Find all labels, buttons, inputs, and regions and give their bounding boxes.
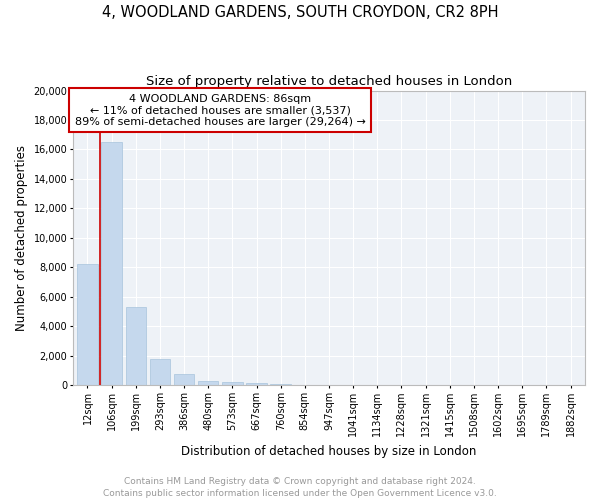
Bar	[77, 264, 98, 385]
Text: Contains HM Land Registry data © Crown copyright and database right 2024.
Contai: Contains HM Land Registry data © Crown c…	[103, 476, 497, 498]
Bar	[125, 307, 146, 385]
Text: 4, WOODLAND GARDENS, SOUTH CROYDON, CR2 8PH: 4, WOODLAND GARDENS, SOUTH CROYDON, CR2 …	[102, 5, 498, 20]
Bar	[222, 382, 242, 385]
X-axis label: Distribution of detached houses by size in London: Distribution of detached houses by size …	[181, 444, 476, 458]
Bar	[101, 142, 122, 385]
Text: 4 WOODLAND GARDENS: 86sqm
← 11% of detached houses are smaller (3,537)
89% of se: 4 WOODLAND GARDENS: 86sqm ← 11% of detac…	[75, 94, 366, 126]
Bar	[149, 358, 170, 385]
Bar	[198, 381, 218, 385]
Y-axis label: Number of detached properties: Number of detached properties	[15, 145, 28, 331]
Title: Size of property relative to detached houses in London: Size of property relative to detached ho…	[146, 75, 512, 88]
Bar	[271, 384, 291, 385]
Bar	[246, 383, 267, 385]
Bar	[174, 374, 194, 385]
